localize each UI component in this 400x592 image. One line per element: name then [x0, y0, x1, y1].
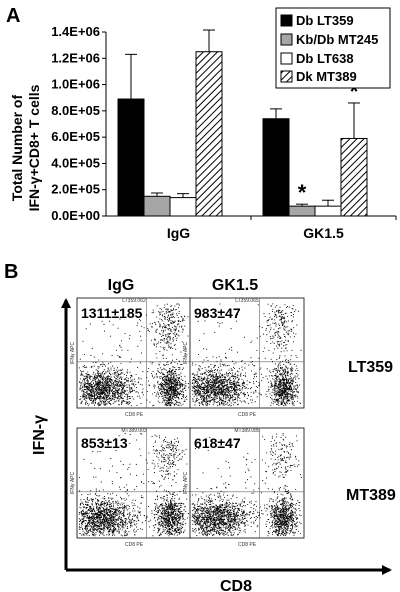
- facs-count: 983±47: [194, 305, 241, 321]
- ifn-gamma-axis-title: IFN-γ: [31, 415, 48, 455]
- facs-dots: [191, 433, 302, 537]
- facs-plot: LT359.065 CD8 PE IFNγ APC 983±47: [183, 297, 305, 418]
- row-label-mt389: MT389: [346, 487, 396, 504]
- legend-label-db-lt359: Db LT359: [296, 13, 354, 28]
- facs-dots: [78, 303, 190, 407]
- significance-markers: **: [298, 79, 359, 205]
- bar: [314, 205, 342, 217]
- x-tick-label: IgG: [167, 225, 190, 241]
- y-tick-label: 8.0E+05: [51, 103, 100, 118]
- legend-swatch-db-lt638: [280, 52, 293, 65]
- panel-a-label: A: [6, 5, 20, 27]
- y-tick-label: 4.0E+05: [51, 155, 100, 170]
- bars: [117, 51, 368, 217]
- facs-dots: [78, 433, 189, 537]
- row-label-lt359: LT359: [348, 359, 393, 376]
- legend-swatch-db-lt359: [280, 14, 293, 27]
- legend: Db LT359 Kb/Db MT245 Db LT638 Dk MT389: [275, 7, 391, 89]
- facs-y-label: IFNγ APC: [183, 472, 189, 495]
- facs-count: 618±47: [194, 435, 241, 451]
- facs-x-label: CD8 PE: [125, 412, 144, 418]
- y-tick-label: 1.2E+06: [51, 50, 100, 65]
- y-tick-label: 6.0E+05: [51, 129, 100, 144]
- facs-header: LT359.062: [122, 298, 146, 304]
- y-axis-title-line2: IFN-γ+CD8+ T cells: [26, 84, 42, 211]
- legend-box: [275, 7, 391, 89]
- facs-plot: MT389.003 CD8 PE IFNγ APC 853±13: [70, 427, 192, 548]
- legend-label-db-lt638: Db LT638: [296, 51, 354, 66]
- legend-label-kbdb-mt245: Kb/Db MT245: [296, 32, 378, 47]
- facs-y-label: IFNγ APC: [70, 342, 76, 365]
- legend-swatch-kbdb-mt245: [280, 33, 293, 46]
- facs-x-label: CD8 PE: [238, 412, 257, 418]
- significance-star: *: [350, 79, 359, 104]
- bar: [117, 98, 145, 217]
- facs-y-label: IFNγ APC: [70, 472, 76, 495]
- facs-count: 1311±185: [81, 305, 143, 321]
- panel-a-y-axis-title: Total Number of IFN-γ+CD8+ T cells: [9, 84, 42, 211]
- y-tick-label: 1.4E+06: [51, 24, 100, 39]
- panel-b-label: B: [4, 261, 18, 283]
- bar: [262, 118, 290, 217]
- y-axis-title-line1: Total Number of: [9, 95, 25, 202]
- facs-header: LT359.065: [235, 298, 259, 304]
- significance-star: *: [298, 180, 307, 205]
- bar: [143, 195, 171, 217]
- facs-x-label: CD8 PE: [125, 542, 144, 548]
- facs-dots: [191, 303, 302, 407]
- y-tick-label: 0.0E+00: [51, 208, 100, 223]
- facs-plots: LT359.062 CD8 PE IFNγ APC 1311±185 LT359.065…: [70, 297, 305, 548]
- facs-x-label: CD8 PE: [238, 542, 257, 548]
- bar: [340, 137, 368, 217]
- bar: [195, 51, 223, 217]
- error-bars: [125, 29, 360, 207]
- facs-y-label: IFNγ APC: [183, 342, 189, 365]
- cd8-axis-title: CD8: [220, 578, 252, 592]
- column-label-igg: IgG: [108, 277, 135, 294]
- bar: [288, 205, 316, 217]
- facs-header: MT389.085: [234, 428, 260, 434]
- bar: [169, 197, 197, 217]
- x-axis-ticks: IgG GK1.5: [167, 216, 397, 241]
- facs-header: MT389.003: [121, 428, 147, 434]
- y-axis-ticks: 0.0E+00 2.0E+05 4.0E+05 6.0E+05 8.0E+05 1.0E+…: [51, 24, 106, 223]
- facs-plot: LT359.062 CD8 PE IFNγ APC 1311±185: [70, 297, 192, 418]
- column-label-gk15: GK1.5: [212, 277, 258, 294]
- y-tick-label: 2.0E+05: [51, 182, 100, 197]
- x-tick-label: GK1.5: [303, 225, 344, 241]
- legend-swatch-dk-mt389: [280, 70, 293, 83]
- facs-count: 853±13: [81, 435, 128, 451]
- y-tick-label: 1.0E+06: [51, 77, 100, 92]
- legend-label-dk-mt389: Dk MT389: [296, 69, 357, 84]
- facs-plot: MT389.085 CD8 PE IFNγ APC 618±47: [183, 427, 305, 548]
